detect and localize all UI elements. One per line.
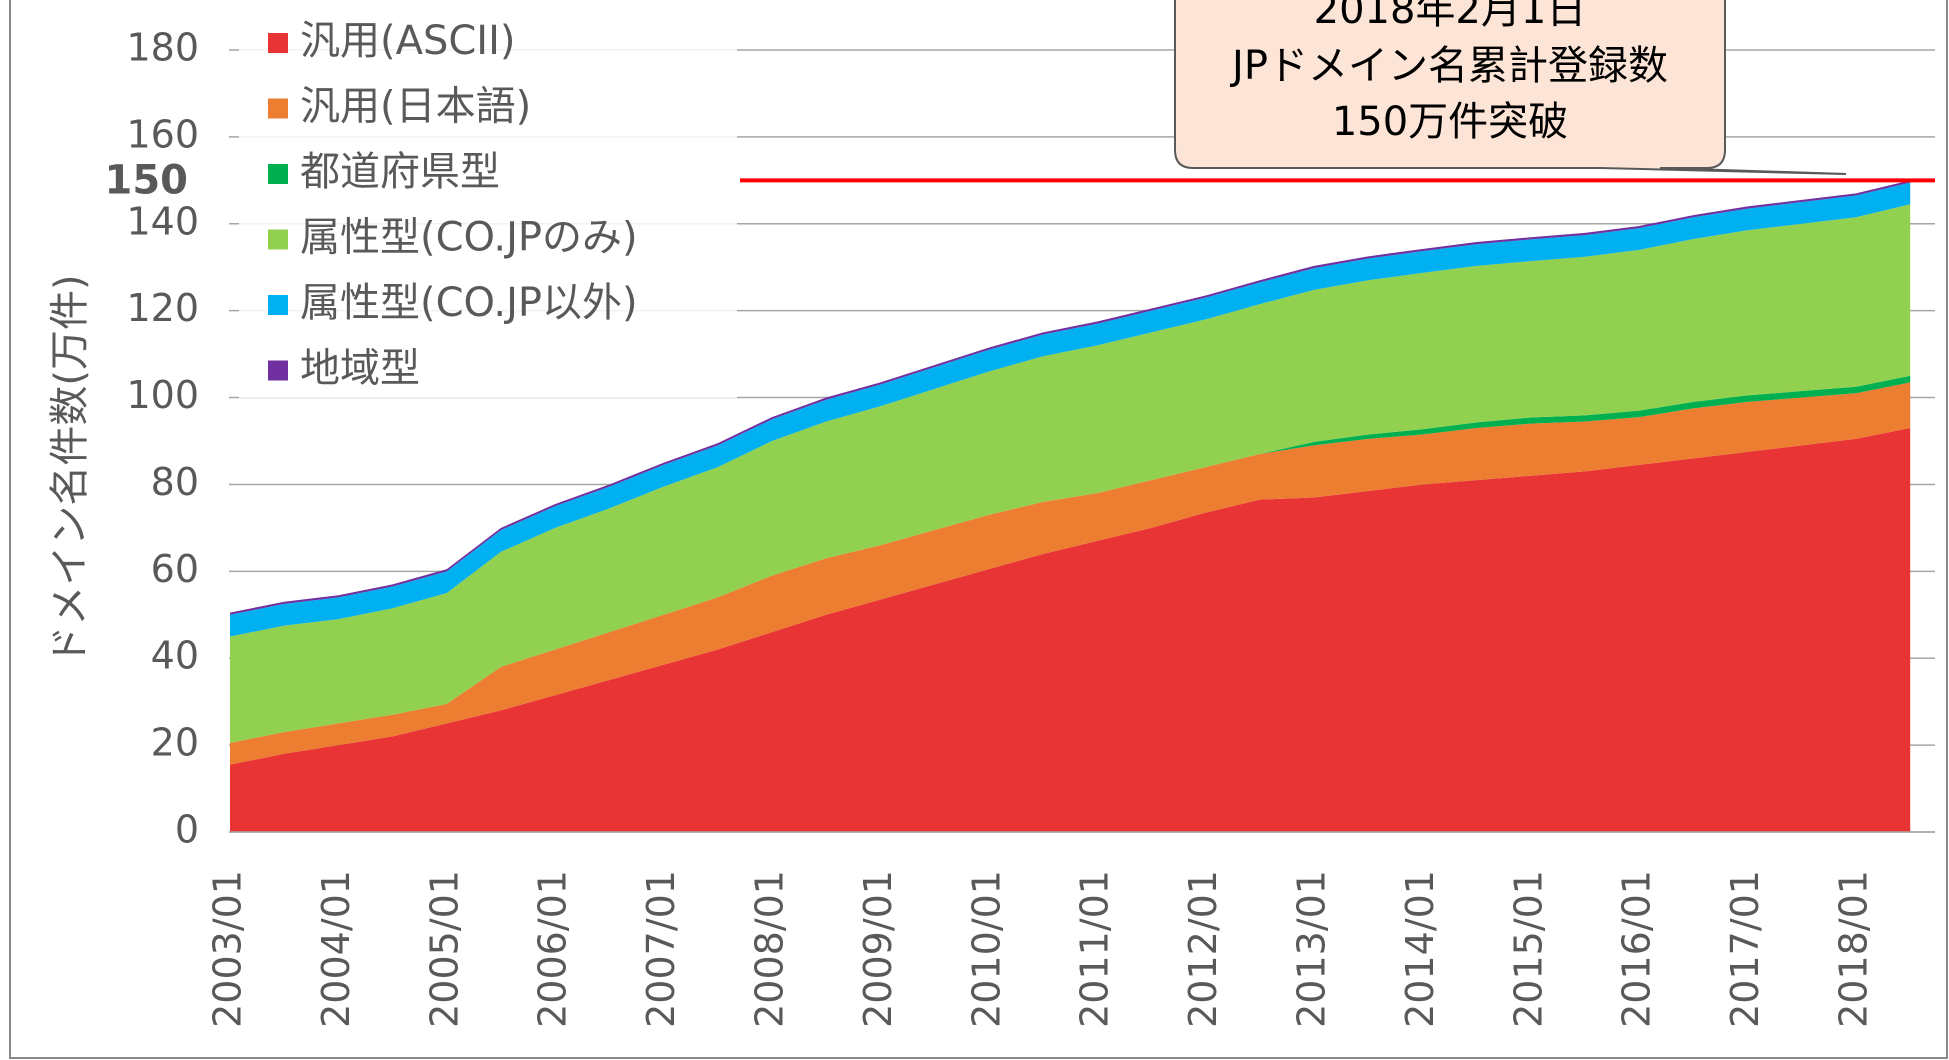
x-tick-label: 2016/01: [1615, 870, 1659, 1028]
x-tick-label: 2009/01: [856, 870, 900, 1028]
area: [230, 427, 1911, 832]
frame: [9, 0, 1948, 1059]
legend-label: 汎用(日本語): [300, 84, 531, 130]
x-tick-label: 2003/01: [206, 870, 250, 1028]
area: [230, 382, 1911, 765]
y-tick-label: 20: [151, 721, 199, 765]
legend-label: 都道府県型: [300, 149, 500, 195]
y-tick-label: 100: [126, 373, 199, 417]
x-tick-label: 2015/01: [1506, 870, 1550, 1028]
y-tick-label: 180: [126, 26, 199, 70]
x-tick-label: 2013/01: [1290, 870, 1334, 1028]
x-tick-label: 2007/01: [639, 870, 683, 1028]
legend-label: 地域型: [300, 346, 420, 392]
y-tick-label: 80: [151, 460, 199, 504]
y-axis-label: ドメイン名件数(万件): [47, 274, 93, 665]
callout-text: 2018年2月1日: [1314, 0, 1587, 33]
legend-label: 属性型(CO.JPのみ): [300, 215, 638, 261]
legend-swatch: [268, 33, 288, 53]
x-tick-label: 2011/01: [1073, 870, 1117, 1028]
y-tick-label: 40: [151, 634, 199, 678]
legend-label: 汎用(ASCII): [300, 18, 516, 64]
legend-box: [239, 12, 737, 398]
x-tick-label: 2005/01: [422, 870, 466, 1028]
x-tick-label: 2008/01: [748, 870, 792, 1028]
y-tick-label: 120: [126, 286, 199, 330]
x-tick-label: 2010/01: [964, 870, 1008, 1028]
legend-swatch: [268, 295, 288, 315]
legend-swatch: [268, 164, 288, 184]
y-tick-label: 0: [175, 808, 199, 852]
x-tick-label: 2017/01: [1723, 870, 1767, 1028]
y-tick-label: 140: [126, 199, 199, 243]
x-tick-label: 2014/01: [1398, 870, 1442, 1028]
area: [230, 204, 1911, 743]
callout-text: 150万件突破: [1332, 99, 1568, 145]
x-tick-label: 2006/01: [531, 870, 575, 1028]
legend-swatch: [268, 229, 288, 250]
x-tick-label: 2012/01: [1181, 870, 1225, 1028]
legend-label: 属性型(CO.JP以外): [300, 280, 638, 326]
callout-text: JPドメイン名累計登録数: [1229, 43, 1668, 89]
y-tick-label: 160: [126, 112, 199, 156]
callout: [1174, 0, 1847, 175]
x-tick-label: 2018/01: [1832, 870, 1876, 1028]
legend-swatch: [268, 98, 288, 119]
x-tick-label: 2004/01: [314, 870, 358, 1028]
reference-label: 150: [105, 157, 189, 203]
legend-swatch: [268, 360, 288, 381]
area: [230, 182, 1911, 637]
y-tick-label: 60: [151, 547, 199, 591]
